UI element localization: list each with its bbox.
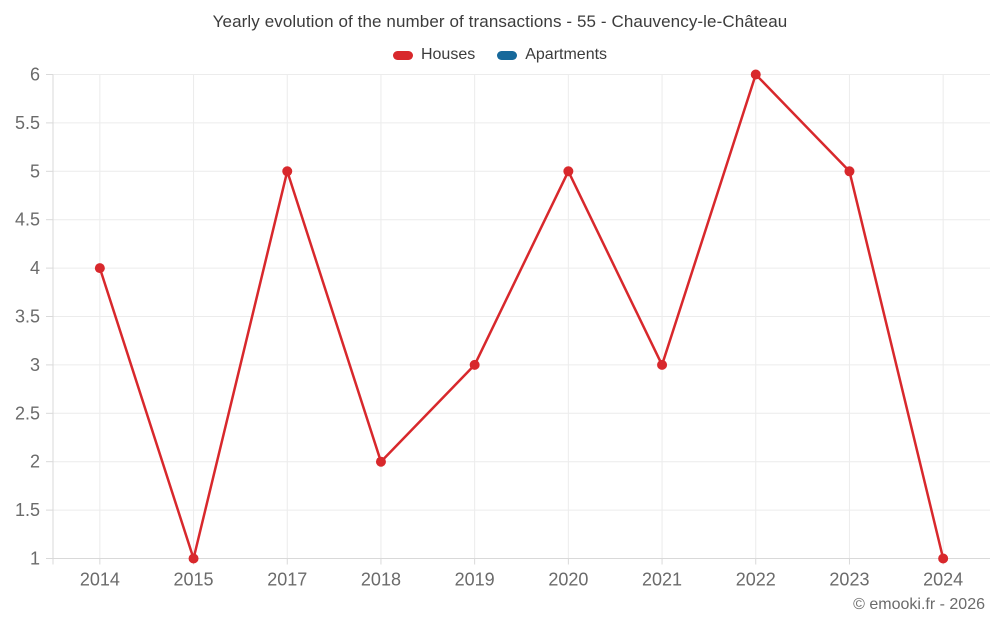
y-tick-label: 3.5 — [15, 307, 40, 327]
data-point[interactable] — [750, 69, 761, 80]
legend-swatch-icon — [392, 50, 413, 60]
x-tick-label: 2021 — [642, 570, 682, 590]
legend-label: Apartments — [525, 46, 608, 63]
y-tick-label: 2 — [30, 452, 40, 472]
data-point[interactable] — [469, 359, 480, 370]
legend-swatch-icon — [497, 50, 518, 60]
y-tick-label: 5.5 — [15, 113, 40, 133]
y-tick-label: 4.5 — [15, 210, 40, 230]
legend-label: Houses — [420, 46, 476, 63]
y-tick-label: 3 — [30, 355, 40, 375]
y-tick-label: 6 — [30, 65, 40, 85]
x-tick-label: 2020 — [548, 570, 588, 590]
legend-item-houses[interactable]: Houses — [392, 46, 476, 64]
x-tick-label: 2024 — [923, 570, 963, 590]
data-point[interactable] — [657, 359, 668, 370]
chart-legend: Houses Apartments — [0, 46, 1000, 64]
x-tick-label: 2015 — [174, 570, 214, 590]
data-point[interactable] — [94, 263, 105, 274]
y-tick-label: 4 — [30, 258, 40, 278]
y-tick-label: 5 — [30, 161, 40, 181]
x-tick-label: 2022 — [736, 570, 776, 590]
x-tick-label: 2017 — [267, 570, 307, 590]
x-tick-label: 2019 — [455, 570, 495, 590]
data-point[interactable] — [844, 166, 855, 177]
y-tick-label: 1 — [30, 549, 40, 569]
y-tick-label: 1.5 — [15, 500, 40, 520]
data-point[interactable] — [938, 553, 949, 564]
data-point[interactable] — [563, 166, 574, 177]
data-point[interactable] — [375, 456, 386, 467]
copyright-text: © emooki.fr - 2026 — [853, 596, 985, 613]
data-point[interactable] — [188, 553, 199, 564]
x-tick-label: 2023 — [829, 570, 869, 590]
series-line-houses — [98, 73, 945, 560]
x-tick-label: 2018 — [361, 570, 401, 590]
x-tick-label: 2014 — [80, 570, 120, 590]
y-tick-label: 2.5 — [15, 403, 40, 423]
chart-title: Yearly evolution of the number of transa… — [212, 12, 788, 31]
legend-item-apartments[interactable]: Apartments — [497, 46, 607, 64]
data-point[interactable] — [282, 166, 293, 177]
